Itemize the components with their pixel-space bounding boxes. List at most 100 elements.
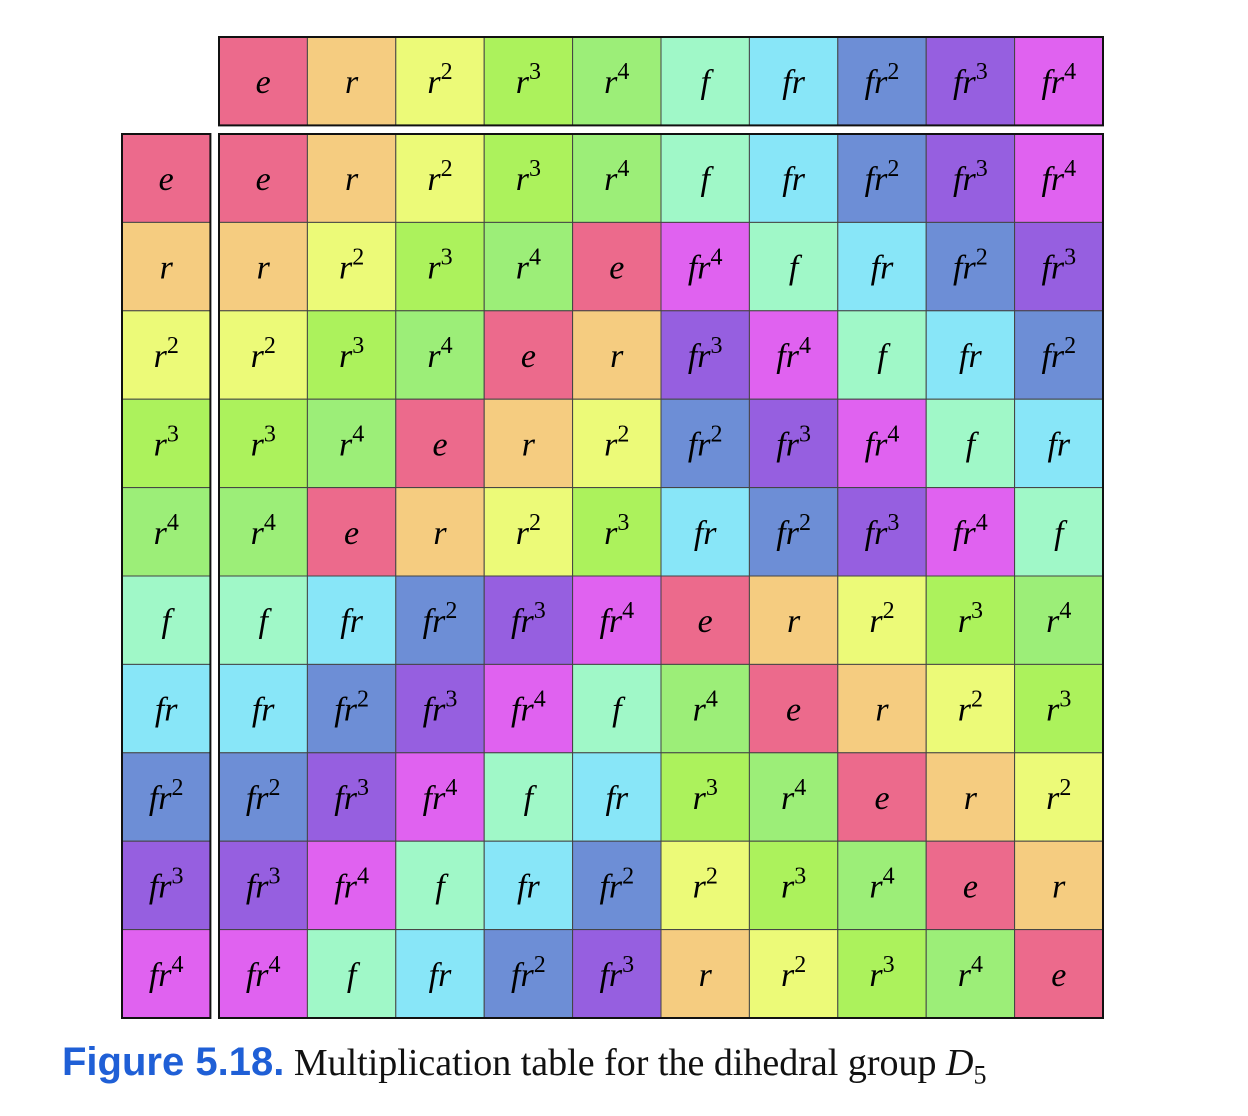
cell-bg: [483, 487, 574, 577]
cell: r3: [251, 421, 276, 463]
cell: r4: [516, 245, 541, 287]
cell: fr3: [865, 510, 900, 552]
cell: fr4: [423, 775, 458, 817]
cell-bg: [660, 929, 750, 1019]
cell: fr3: [511, 598, 546, 640]
cell: fr2: [953, 245, 988, 287]
column-header: fr: [782, 64, 805, 101]
cell: e: [609, 250, 624, 287]
cell: e: [432, 426, 447, 463]
cell-bg: [748, 398, 839, 489]
cell: r: [610, 338, 624, 375]
cell: r3: [339, 333, 364, 375]
cell: fr2: [423, 598, 458, 640]
cell: fr: [252, 692, 275, 729]
cell: fr4: [776, 333, 811, 375]
cell: r: [345, 161, 359, 198]
cell-bg: [660, 398, 750, 489]
cell: fr4: [865, 421, 900, 463]
cell: e: [256, 161, 271, 198]
cell-bg: [395, 221, 485, 312]
column-header-bg: [925, 36, 1016, 126]
cell-bg: [925, 663, 1016, 754]
cell-bg: [748, 575, 839, 665]
row-header: fr: [155, 692, 178, 729]
cell-bg: [483, 221, 574, 312]
cell: r4: [427, 333, 452, 375]
cell-bg: [572, 575, 662, 665]
cell: e: [344, 515, 359, 552]
cell-bg: [306, 133, 397, 223]
cell: fr3: [246, 863, 281, 905]
row-header-bg: [121, 840, 211, 931]
cell: r2: [781, 952, 806, 994]
cell: r2: [958, 687, 983, 729]
cell: r4: [604, 156, 629, 198]
column-header-bg: [660, 36, 750, 126]
cell-bg: [837, 840, 927, 931]
cell: fr3: [599, 952, 634, 994]
cell: e: [521, 338, 536, 375]
cell: e: [874, 780, 889, 817]
cell-bg: [1014, 575, 1104, 665]
cell-bg: [395, 133, 485, 223]
cell: fr4: [511, 687, 546, 729]
cell: e: [1051, 957, 1066, 994]
cell-bg: [306, 663, 397, 754]
cell-bg: [572, 221, 662, 312]
row-header-bg: [121, 929, 211, 1019]
column-header-bg: [218, 36, 308, 126]
cell-bg: [748, 840, 839, 931]
cell: fr: [429, 957, 452, 994]
cell: r3: [604, 510, 629, 552]
caption-text: Multiplication table for the dihedral gr…: [293, 1042, 946, 1084]
cell: fr4: [953, 510, 988, 552]
cell: r4: [251, 510, 276, 552]
column-header-bg: [483, 36, 574, 126]
cell-bg: [572, 133, 662, 223]
cell-bg: [748, 133, 839, 223]
cell-bg: [925, 929, 1016, 1019]
cell: r: [1052, 868, 1066, 905]
cell: fr: [782, 161, 805, 198]
cell-bg: [660, 663, 750, 754]
cell: fr2: [246, 775, 281, 817]
row-header: r: [160, 250, 174, 287]
cell: fr: [959, 338, 982, 375]
row-header: r4: [154, 510, 179, 552]
cell-bg: [837, 929, 927, 1019]
cell: fr3: [334, 775, 369, 817]
cell: r4: [339, 421, 364, 463]
cell-bg: [218, 133, 308, 223]
row-header: fr2: [149, 775, 184, 817]
cell: r4: [958, 952, 983, 994]
cell: r2: [516, 510, 541, 552]
column-header: r: [345, 64, 359, 101]
cell: fr4: [688, 245, 723, 287]
cell-bg: [572, 487, 662, 577]
cell-bg: [306, 575, 397, 665]
cell: r: [964, 780, 978, 817]
cell-bg: [1014, 487, 1104, 577]
cell: e: [698, 603, 713, 640]
column-header: fr2: [865, 59, 900, 101]
cell-bg: [925, 840, 1016, 931]
cell: r: [699, 957, 713, 994]
cell: r3: [693, 775, 718, 817]
cell: r2: [869, 598, 894, 640]
cell: fr4: [246, 952, 281, 994]
cell: r: [787, 603, 801, 640]
row-header-border: [121, 133, 212, 1019]
cell: r3: [869, 952, 894, 994]
cell-bg: [660, 575, 750, 665]
caption: Figure 5.18. Multiplication table for th…: [62, 1040, 986, 1091]
cell: fr: [605, 780, 628, 817]
caption-label: Figure 5.18.: [62, 1040, 285, 1084]
cell-bg: [306, 752, 397, 842]
cell: r4: [781, 775, 806, 817]
grid-border: [218, 133, 1104, 1019]
cell: r: [875, 692, 889, 729]
cell-bg: [1014, 133, 1104, 223]
cell-bg: [395, 487, 485, 577]
